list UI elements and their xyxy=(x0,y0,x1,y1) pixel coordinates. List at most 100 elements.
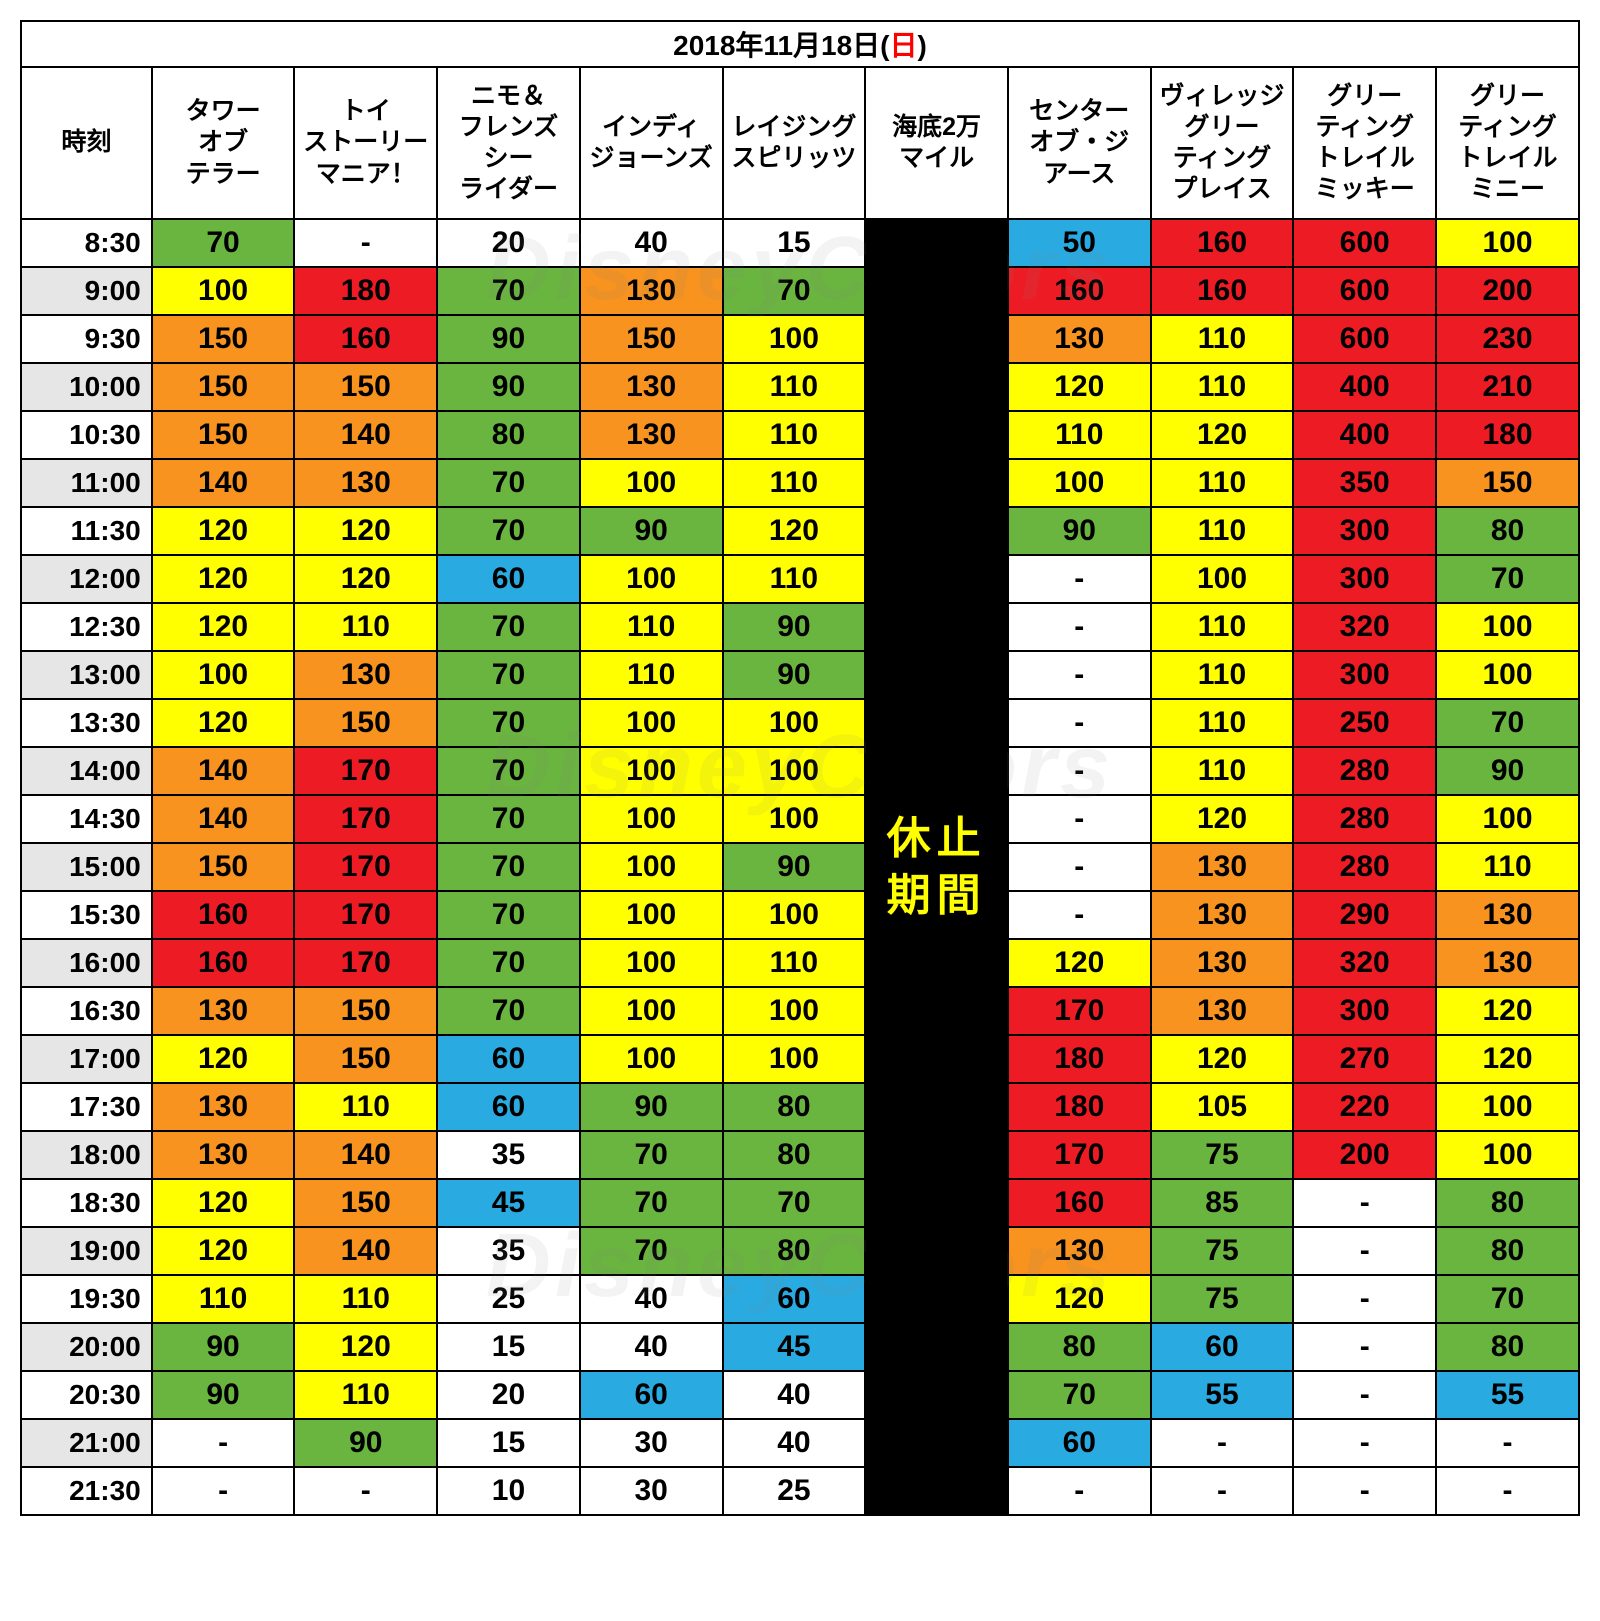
wait-time-cell: 110 xyxy=(1151,603,1294,651)
wait-time-cell: 130 xyxy=(580,363,723,411)
wait-time-cell: 70 xyxy=(580,1227,723,1275)
wait-time-cell: 600 xyxy=(1293,267,1436,315)
wait-time-cell: - xyxy=(1293,1275,1436,1323)
wait-time-cell: 50 xyxy=(1008,219,1151,267)
table-row: 11:0014013070100110100110350150 xyxy=(21,459,1579,507)
time-cell: 14:00 xyxy=(21,747,152,795)
wait-time-cell: 60 xyxy=(723,1275,866,1323)
wait-time-cell: 90 xyxy=(437,363,580,411)
wait-time-cell: 110 xyxy=(152,1275,295,1323)
time-cell: 15:30 xyxy=(21,891,152,939)
wait-time-cell: 130 xyxy=(1436,939,1579,987)
wait-time-cell: 120 xyxy=(152,1035,295,1083)
wait-time-cell: 150 xyxy=(294,987,437,1035)
wait-time-cell: 120 xyxy=(723,507,866,555)
wait-time-cell: 120 xyxy=(152,699,295,747)
table-row: 18:3012015045707016085-80 xyxy=(21,1179,1579,1227)
wait-time-cell: 150 xyxy=(294,1035,437,1083)
wait-time-cell: - xyxy=(1293,1227,1436,1275)
column-header-attraction: グリーティングトレイルミッキー xyxy=(1293,67,1436,219)
wait-time-cell: 250 xyxy=(1293,699,1436,747)
wait-time-cell: 180 xyxy=(1008,1083,1151,1131)
time-cell: 19:30 xyxy=(21,1275,152,1323)
wait-time-cell: - xyxy=(1151,1467,1294,1515)
column-header-attraction: ヴィレッジグリーティングプレイス xyxy=(1151,67,1294,219)
wait-time-cell: 70 xyxy=(723,1179,866,1227)
wait-time-cell: 230 xyxy=(1436,315,1579,363)
wait-time-cell: 280 xyxy=(1293,843,1436,891)
wait-time-cell: 130 xyxy=(294,651,437,699)
time-cell: 20:30 xyxy=(21,1371,152,1419)
time-cell: 13:30 xyxy=(21,699,152,747)
wait-time-cell: 110 xyxy=(723,459,866,507)
wait-time-cell: 110 xyxy=(1151,507,1294,555)
column-header-attraction: グリーティングトレイルミニー xyxy=(1436,67,1579,219)
time-cell: 13:00 xyxy=(21,651,152,699)
wait-time-cell: 100 xyxy=(1436,603,1579,651)
wait-time-cell: 80 xyxy=(1436,1179,1579,1227)
wait-time-cell: 40 xyxy=(723,1371,866,1419)
table-row: 8:3070-204015休止期間50160600100 xyxy=(21,219,1579,267)
wait-time-cell: - xyxy=(1293,1371,1436,1419)
table-row: 18:0013014035708017075200100 xyxy=(21,1131,1579,1179)
wait-time-cell: 80 xyxy=(723,1083,866,1131)
wait-time-cell: 60 xyxy=(437,1083,580,1131)
wait-time-cell: 160 xyxy=(1151,219,1294,267)
table-title: 2018年11月18日(日) xyxy=(21,21,1579,67)
time-cell: 9:00 xyxy=(21,267,152,315)
table-row: 10:0015015090130110120110400210 xyxy=(21,363,1579,411)
wait-time-cell: 35 xyxy=(437,1131,580,1179)
wait-time-cell: 120 xyxy=(294,555,437,603)
time-cell: 9:30 xyxy=(21,315,152,363)
wait-time-cell: 210 xyxy=(1436,363,1579,411)
wait-time-cell: 90 xyxy=(1436,747,1579,795)
title-date-prefix: 2018年11月18日( xyxy=(673,30,889,61)
wait-time-cell: 300 xyxy=(1293,507,1436,555)
wait-time-cell: 280 xyxy=(1293,795,1436,843)
table-row: 21:00-9015304060--- xyxy=(21,1419,1579,1467)
column-header-attraction: タワーオブテラー xyxy=(152,67,295,219)
wait-time-cell: - xyxy=(152,1419,295,1467)
wait-time-cell: 70 xyxy=(437,699,580,747)
wait-time-cell: - xyxy=(1008,555,1151,603)
wait-time-cell: - xyxy=(1008,891,1151,939)
time-cell: 10:30 xyxy=(21,411,152,459)
wait-time-cell: 130 xyxy=(1151,891,1294,939)
table-row: 9:3015016090150100130110600230 xyxy=(21,315,1579,363)
wait-time-cell: 130 xyxy=(152,1131,295,1179)
column-header-attraction: インディジョーンズ xyxy=(580,67,723,219)
column-header-attraction: 海底2万マイル xyxy=(865,67,1008,219)
wait-time-cell: 270 xyxy=(1293,1035,1436,1083)
time-cell: 17:00 xyxy=(21,1035,152,1083)
wait-time-cell: 10 xyxy=(437,1467,580,1515)
wait-time-cell: 160 xyxy=(1151,267,1294,315)
table-row: 21:30--103025---- xyxy=(21,1467,1579,1515)
table-row: 14:3014017070100100-120280100 xyxy=(21,795,1579,843)
column-header-attraction: レイジングスピリッツ xyxy=(723,67,866,219)
time-cell: 11:30 xyxy=(21,507,152,555)
wait-time-cell: 120 xyxy=(1008,1275,1151,1323)
table-row: 13:001001307011090-110300100 xyxy=(21,651,1579,699)
wait-time-cell: 100 xyxy=(723,315,866,363)
wait-time-cell: 100 xyxy=(580,939,723,987)
wait-time-cell: 280 xyxy=(1293,747,1436,795)
wait-time-cell: 80 xyxy=(437,411,580,459)
wait-time-cell: 110 xyxy=(1151,699,1294,747)
wait-time-cell: 140 xyxy=(152,747,295,795)
wait-time-cell: 110 xyxy=(1151,651,1294,699)
wait-time-cell: 15 xyxy=(723,219,866,267)
wait-time-cell: 150 xyxy=(294,699,437,747)
wait-time-cell: 180 xyxy=(1436,411,1579,459)
wait-time-cell: 90 xyxy=(294,1419,437,1467)
wait-time-cell: 100 xyxy=(723,891,866,939)
wait-time-cell: 130 xyxy=(152,987,295,1035)
time-cell: 10:00 xyxy=(21,363,152,411)
wait-time-cell: 70 xyxy=(437,651,580,699)
wait-time-cell: 300 xyxy=(1293,651,1436,699)
wait-time-cell: 160 xyxy=(1008,267,1151,315)
wait-time-cell: 140 xyxy=(294,1227,437,1275)
wait-time-cell: 100 xyxy=(1436,219,1579,267)
time-cell: 12:30 xyxy=(21,603,152,651)
table-row: 16:3013015070100100170130300120 xyxy=(21,987,1579,1035)
time-cell: 21:00 xyxy=(21,1419,152,1467)
